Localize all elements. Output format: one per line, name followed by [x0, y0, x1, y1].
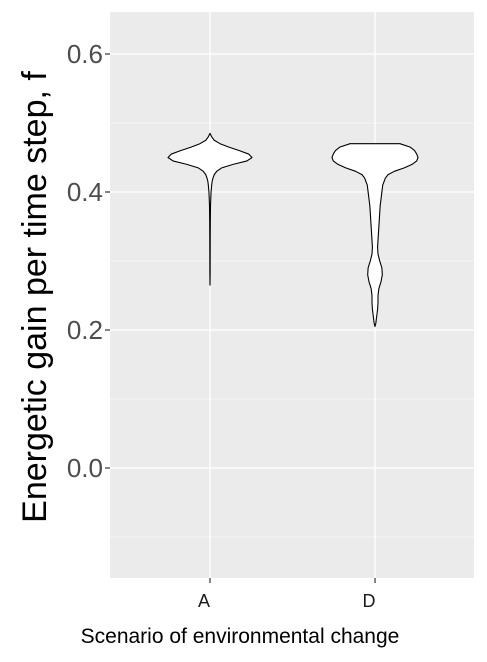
y-tick-label: 0.0: [67, 453, 103, 483]
plot-panel: [110, 12, 474, 578]
x-tick-label: D: [363, 591, 376, 611]
x-axis-title: Scenario of environmental change: [81, 625, 400, 648]
y-axis-title: Energetic gain per time step, f: [16, 71, 54, 523]
y-tick-label: 0.4: [67, 177, 103, 207]
major-gridlines: [110, 12, 474, 578]
y-axis: 0.0 0.2 0.4 0.6: [67, 39, 110, 483]
violin-D: [331, 143, 419, 328]
violins: [167, 132, 419, 328]
y-tick-label: 0.2: [67, 315, 103, 345]
minor-gridlines: [110, 122, 474, 538]
x-tick-label: A: [198, 591, 210, 611]
violin-A: [167, 132, 253, 286]
y-tick-label: 0.6: [67, 39, 103, 69]
